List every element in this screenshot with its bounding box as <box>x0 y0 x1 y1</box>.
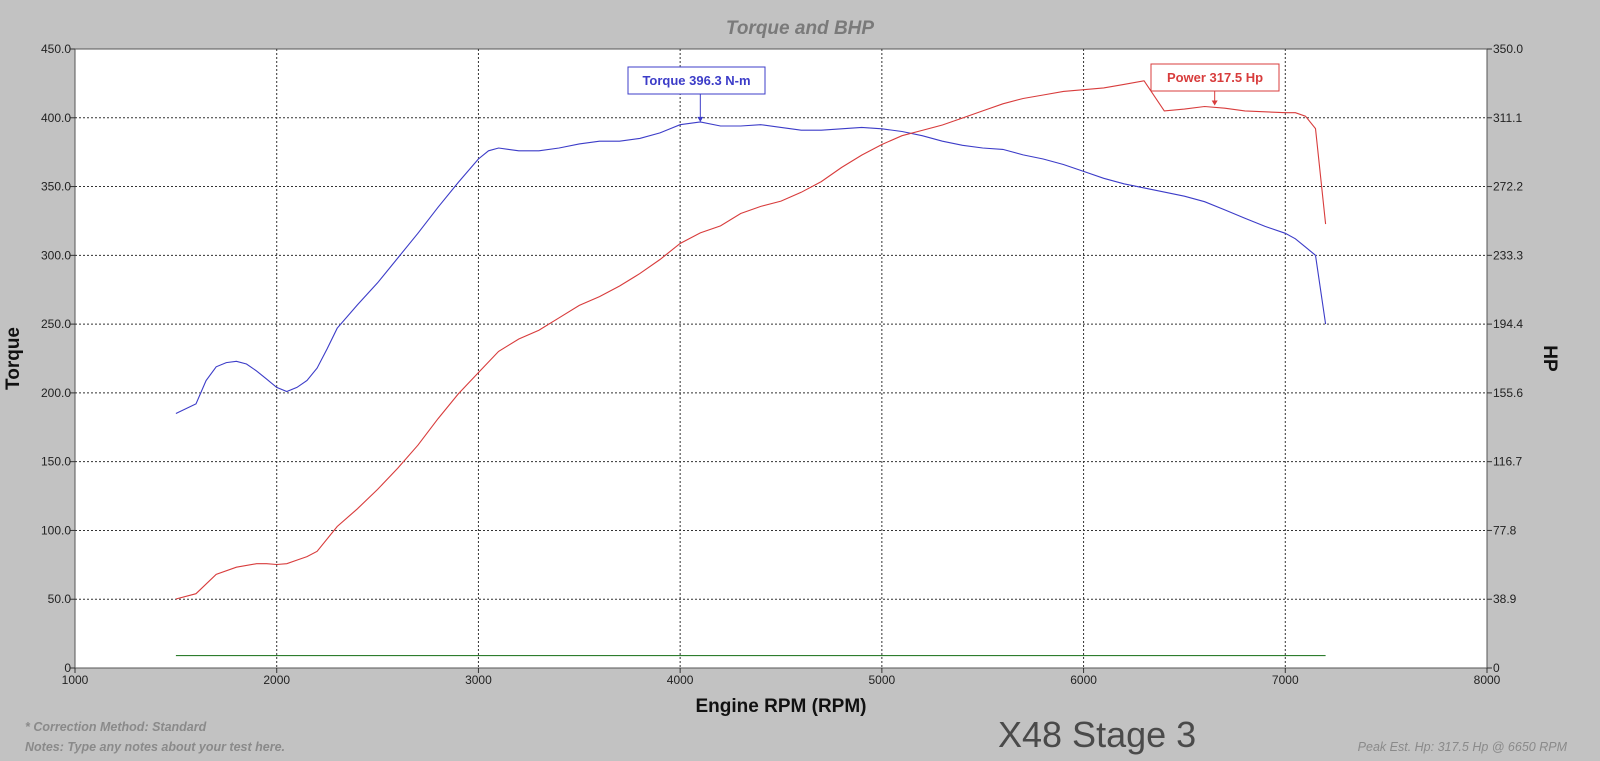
power-annotation-label: Power 317.5 Hp <box>1167 70 1263 85</box>
y2-tick-label: 350.0 <box>1493 42 1523 56</box>
y-axis-label: Torque <box>3 327 24 390</box>
run-name-label: X48 Stage 3 <box>998 714 1197 755</box>
power-annotation-arrow <box>1211 100 1218 106</box>
y-tick-label: 400.0 <box>41 111 71 125</box>
y-tick-label: 150.0 <box>41 455 71 469</box>
power-annotation-box <box>1150 63 1280 92</box>
x-tick-label: 1000 <box>62 673 89 687</box>
torque-annotation-label: Torque 396.3 N-m <box>642 73 750 88</box>
power-series-line <box>175 80 1327 600</box>
y2-axis-label: HP <box>1539 345 1560 372</box>
y2-tick-label: 272.2 <box>1493 180 1523 194</box>
y-tick-label: 100.0 <box>41 523 71 537</box>
x-tick-label: 8000 <box>1474 673 1501 687</box>
torque-annotation-arrow <box>697 116 704 122</box>
x-tick-label: 4000 <box>667 673 694 687</box>
y2-tick-label: 311.1 <box>1493 111 1522 125</box>
y2-tick-label: 116.7 <box>1493 455 1522 469</box>
y2-tick-label: 0 <box>1493 661 1500 675</box>
x-tick-label: 2000 <box>263 673 290 687</box>
y2-tick-label: 233.3 <box>1493 248 1523 262</box>
y2-tick-label: 155.6 <box>1493 386 1523 400</box>
x-tick-label: 5000 <box>869 673 896 687</box>
x-tick-label: 7000 <box>1272 673 1299 687</box>
y2-tick-label: 77.8 <box>1493 523 1517 537</box>
torque-annotation-box <box>627 66 766 95</box>
x-axis-label: Engine RPM (RPM) <box>696 696 867 717</box>
chart-title: Torque and BHP <box>725 18 875 39</box>
peak-hp-note: Peak Est. Hp: 317.5 Hp @ 6650 RPM <box>1357 740 1567 754</box>
x-tick-label: 3000 <box>465 673 492 687</box>
x-tick-label: 6000 <box>1070 673 1097 687</box>
y2-tick-label: 194.4 <box>1493 317 1523 331</box>
torque-series-line <box>175 121 1327 414</box>
y-tick-label: 250.0 <box>41 317 71 331</box>
y2-tick-label: 38.9 <box>1493 592 1517 606</box>
y-tick-label: 50.0 <box>48 592 72 606</box>
y-tick-label: 300.0 <box>41 248 71 262</box>
y-tick-label: 450.0 <box>41 42 71 56</box>
y-tick-label: 0 <box>64 661 71 675</box>
y-tick-label: 200.0 <box>41 386 71 400</box>
y-tick-label: 350.0 <box>41 180 71 194</box>
correction-method-note: * Correction Method: Standard <box>25 720 207 734</box>
plot-area <box>74 48 1488 669</box>
test-notes: Notes: Type any notes about your test he… <box>25 740 286 754</box>
